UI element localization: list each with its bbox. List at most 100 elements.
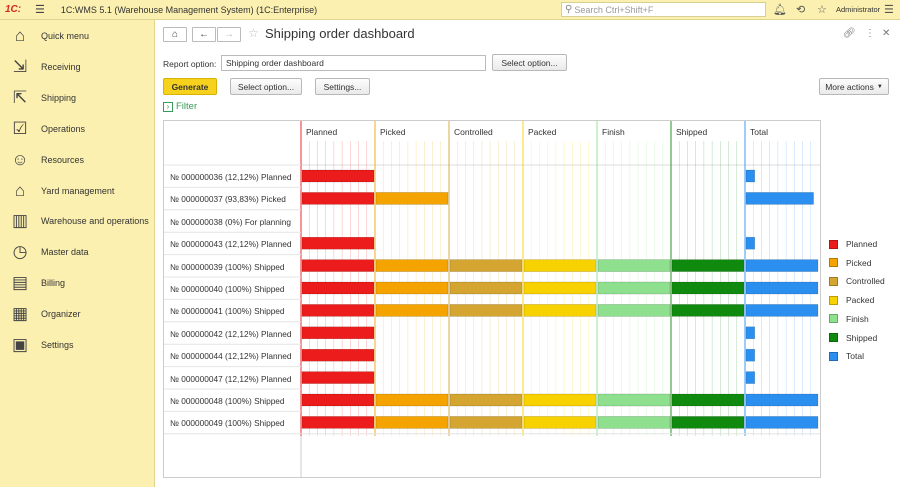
sidebar-item-resources[interactable]: ☺ Resources <box>0 146 155 174</box>
legend-item: Total <box>829 350 899 362</box>
select-option-button-2[interactable]: Select option... <box>230 78 302 95</box>
history-icon[interactable]: ⟲ <box>796 4 806 16</box>
total-bar <box>745 281 819 295</box>
legend-label: Picked <box>846 257 872 268</box>
favorite-star-icon[interactable]: ☆ <box>248 26 259 40</box>
sidebar-item-warehouse-and-operations[interactable]: ▥ Warehouse and operations <box>0 207 155 235</box>
favorites-star-icon[interactable]: ☆ <box>817 4 827 16</box>
forward-button[interactable]: → <box>217 27 241 42</box>
settings-menu-icon[interactable]: ☰ <box>884 4 894 16</box>
row-label: № 000000044 (12,12%) Planned <box>170 351 292 362</box>
row-label: № 000000047 (12,12%) Planned <box>170 373 292 384</box>
stage-bar <box>375 416 449 429</box>
more-vertical-icon[interactable]: ⋮ <box>865 28 875 39</box>
stage-bar <box>375 304 449 317</box>
legend-item: Planned <box>829 238 899 250</box>
generate-button[interactable]: Generate <box>163 78 217 95</box>
report-option-label: Report option: <box>163 59 217 69</box>
sidebar-item-label: Quick menu <box>41 31 90 41</box>
legend-item: Finish <box>829 313 899 325</box>
sidebar-item-label: Master data <box>41 247 89 258</box>
main-menu-icon[interactable]: ☰ <box>35 4 45 16</box>
sidebar-item-yard-management[interactable]: ⌂ Yard management <box>0 177 155 205</box>
stage-bar <box>301 393 375 407</box>
user-name[interactable]: Administrator <box>836 5 881 14</box>
sidebar-item-operations[interactable]: ☑ Operations <box>0 115 155 143</box>
legend-label: Controlled <box>846 276 885 287</box>
back-button[interactable]: ← <box>192 27 216 42</box>
main-area: ⌂ ← → ☆ Shipping order dashboard 🔗︎ ⋮ ✕ … <box>155 20 900 487</box>
column-header: Controlled <box>454 127 493 137</box>
app-title: 1C:WMS 5.1 (Warehouse Management System)… <box>60 4 318 15</box>
search-icon: ⚲ <box>565 4 573 15</box>
stage-bar <box>671 259 745 272</box>
stage-bar <box>597 393 671 407</box>
legend-swatch <box>829 258 838 268</box>
stage-bar <box>671 304 745 317</box>
bell-icon[interactable]: 🔔︎ <box>773 4 787 16</box>
receiving-icon: ⇲ <box>12 56 28 76</box>
legend-label: Planned <box>846 239 878 249</box>
sidebar-item-settings[interactable]: ▣ Settings <box>0 331 155 359</box>
page-title: Shipping order dashboard <box>265 26 415 41</box>
stage-bar <box>523 259 597 272</box>
chevron-right-icon: › <box>163 101 173 112</box>
close-icon[interactable]: ✕ <box>882 28 891 39</box>
operations-icon: ☑ <box>12 118 28 138</box>
stage-bar <box>671 416 745 429</box>
stage-bar <box>301 348 375 362</box>
sidebar-item-master-data[interactable]: ◷ Master data <box>0 238 155 266</box>
legend-swatch <box>829 276 838 286</box>
sidebar-item-shipping[interactable]: ⇱ Shipping <box>0 84 155 112</box>
legend-label: Finish <box>846 313 869 324</box>
arrow-left-icon: ← <box>199 29 209 40</box>
stage-bar <box>597 416 671 429</box>
sidebar-item-label: Resources <box>41 154 85 165</box>
total-bar <box>745 169 755 183</box>
sidebar-item-label: Warehouse and operations <box>41 216 149 227</box>
home-icon: ⌂ <box>171 29 179 40</box>
stage-bar <box>597 259 671 272</box>
column-header: Finish <box>602 127 625 137</box>
report-option-field[interactable]: Shipping order dashboard <box>221 55 486 71</box>
row-label: № 000000037 (93,83%) Picked <box>170 194 286 205</box>
sidebar-item-label: Organizer <box>41 309 81 320</box>
stage-bar <box>301 281 375 295</box>
search-placeholder: Search Ctrl+Shift+F <box>574 4 654 15</box>
sidebar-item-quick-menu[interactable]: ⌂ Quick menu <box>0 22 155 50</box>
legend-item: Shipped <box>829 332 899 344</box>
row-label: № 000000042 (12,12%) Planned <box>170 328 292 339</box>
stage-bar <box>597 304 671 317</box>
stage-bar <box>523 281 597 295</box>
home-icon: ⌂ <box>14 26 26 45</box>
sidebar-item-label: Yard management <box>41 185 115 196</box>
column-header: Picked <box>380 127 406 137</box>
home-button[interactable]: ⌂ <box>163 27 187 42</box>
more-actions-button[interactable]: More actions ▼ <box>819 78 889 95</box>
search-input[interactable]: ⚲ Search Ctrl+Shift+F <box>561 2 766 17</box>
more-actions-label: More actions <box>825 81 874 92</box>
stage-bar <box>523 416 597 429</box>
legend-item: Controlled <box>829 275 899 287</box>
link-icon[interactable]: 🔗︎ <box>843 28 856 39</box>
filter-toggle[interactable]: › Filter <box>163 101 197 112</box>
sidebar-item-receiving[interactable]: ⇲ Receiving <box>0 53 155 81</box>
column-header: Total <box>750 127 768 137</box>
stage-bar <box>671 393 745 407</box>
stage-bar <box>671 281 745 295</box>
row-label: № 000000039 (100%) Shipped <box>170 261 285 272</box>
stage-bar <box>449 259 523 272</box>
legend-label: Packed <box>846 295 875 306</box>
sidebar: ⌂ Quick menu ⇲ Receiving ⇱ Shipping ☑ Operation… <box>0 20 155 487</box>
row-label: № 000000036 (12,12%) Planned <box>170 172 292 182</box>
sidebar-item-label: Billing <box>41 278 66 289</box>
sidebar-item-organizer[interactable]: ▦ Organizer <box>0 300 155 328</box>
settings-button[interactable]: Settings... <box>315 78 370 95</box>
total-bar <box>745 371 755 384</box>
legend-swatch <box>829 351 838 361</box>
select-option-button[interactable]: Select option... <box>492 54 567 71</box>
row-label: № 000000043 (12,12%) Planned <box>170 239 292 250</box>
stage-bar <box>375 259 449 272</box>
app-logo: 1C: <box>5 4 22 15</box>
sidebar-item-billing[interactable]: ▤ Billing <box>0 269 155 297</box>
